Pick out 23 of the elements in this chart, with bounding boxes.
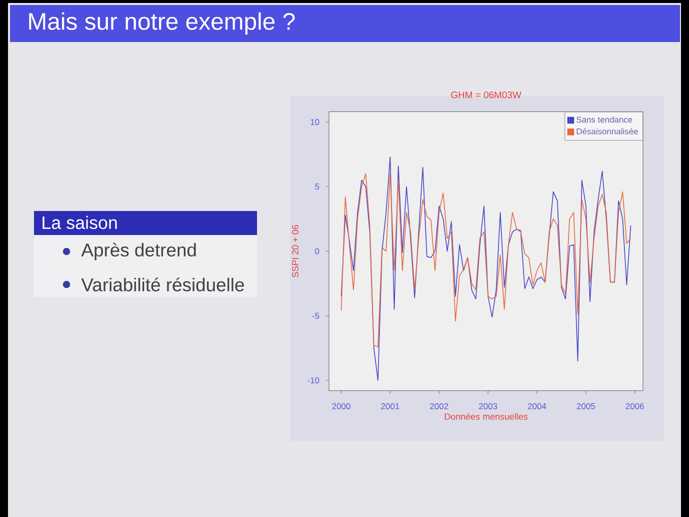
x-tick-label: 2006 bbox=[626, 403, 644, 410]
text: La saison bbox=[42, 216, 117, 230]
line-series bbox=[340, 156, 632, 381]
y-tick-label: 10 bbox=[310, 119, 320, 126]
x-tick-label: 2000 bbox=[332, 403, 350, 410]
x-tick-label: 2003 bbox=[479, 403, 498, 410]
x-tick-label: 2004 bbox=[528, 403, 546, 410]
text: Variabilité résiduelle bbox=[81, 278, 244, 292]
legend-label: Sans tendance bbox=[576, 116, 632, 123]
y-tick-label: 5 bbox=[315, 184, 320, 190]
x-tick-label: 2005 bbox=[576, 403, 595, 410]
x-tick-label: 2001 bbox=[381, 403, 400, 410]
chart-subtitle: GHM = 06M03W bbox=[451, 92, 522, 98]
y-tick-label: -10 bbox=[308, 377, 320, 384]
line-series bbox=[340, 173, 632, 348]
x-axis-title: Données mensuelles bbox=[444, 413, 528, 420]
chart-title: Mais sur notre exemple ? bbox=[29, 12, 295, 35]
legend-label: Désaisonnalisée bbox=[576, 128, 638, 134]
y-axis-title: SSPI 20 + 06 bbox=[292, 225, 298, 278]
y-tick-label: -5 bbox=[312, 312, 320, 319]
y-tick-label: 0 bbox=[315, 248, 320, 254]
text: Après detrend bbox=[81, 242, 196, 260]
x-tick-label: 2002 bbox=[430, 403, 448, 410]
